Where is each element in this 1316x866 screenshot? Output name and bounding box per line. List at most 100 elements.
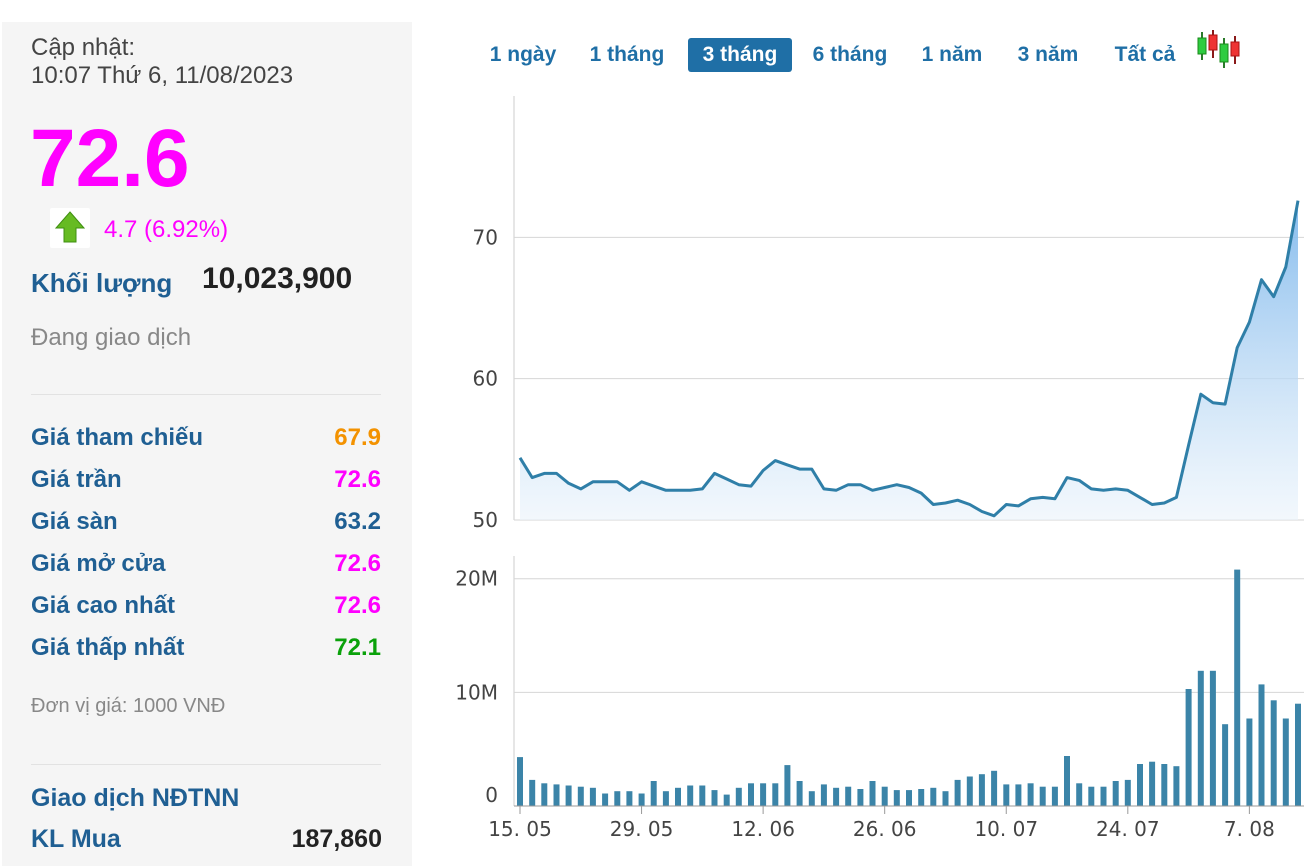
volume-bar [1173,766,1180,806]
tab-6-months[interactable]: 6 tháng [812,43,888,66]
stat-row-ceiling: Giá trần 72.6 [31,466,381,500]
tab-1-day[interactable]: 1 ngày [489,43,557,66]
tab-all[interactable]: Tất cả [1114,43,1176,66]
volume-bar [1100,786,1107,806]
tab-1-month[interactable]: 1 tháng [589,43,665,66]
volume-bar [1149,761,1156,806]
stat-value: 72.6 [334,550,381,577]
volume-bar [881,786,888,806]
foreign-buy-label: KL Mua [31,825,121,853]
stat-value: 63.2 [334,508,381,535]
stat-label: Giá thấp nhất [31,634,185,661]
volume-bar [893,790,900,806]
volume-bar [662,791,669,806]
volume-bar [918,789,925,806]
volume-bar [991,770,998,806]
volume-bar [626,791,633,806]
volume-bar [711,790,718,806]
price-axis-labels: 50 60 70 [473,225,498,532]
stat-value: 72.1 [334,634,381,661]
x-tick-label: 15. 05 [488,817,552,841]
volume-bars [517,569,1301,806]
volume-bar [541,783,548,806]
volume-bar [517,757,523,806]
tab-3-months[interactable]: 3 tháng [688,38,792,72]
volume-bar [942,791,949,806]
volume-bar [638,793,645,806]
volume-bar [1039,786,1046,806]
volume-bar [1258,684,1265,806]
foreign-trading-title: Giao dịch NĐTNN [31,784,240,812]
volume-bar [772,783,779,806]
volume-bar [529,779,536,806]
stat-label: Giá cao nhất [31,592,176,619]
volume-bar [577,786,584,806]
volume-bar [1076,783,1083,806]
volume-bar [614,791,621,806]
trading-status: Đang giao dịch [31,324,192,351]
volume-bar [1051,786,1058,806]
volume-bar [820,784,827,806]
x-tick-label: 26. 06 [853,817,917,841]
volume-bar [1295,703,1301,806]
volume-bar [1282,718,1289,806]
volume-bar [1003,784,1010,806]
update-time: 10:07 Thứ 6, 11/08/2023 [31,62,294,89]
foreign-buy-value: 187,860 [291,825,382,853]
x-tick-label: 12. 06 [731,817,795,841]
volume-bar [723,794,730,806]
volume-bar [954,779,961,806]
volume-label: Khối lượng [31,268,173,298]
price-tick-label: 70 [473,225,498,249]
volume-bar [784,765,791,806]
current-price: 72.6 [30,113,190,204]
x-tick-label: 29. 05 [610,817,674,841]
volume-bar [1246,718,1253,806]
tab-1-year[interactable]: 1 năm [921,43,983,66]
volume-bar [833,787,840,806]
volume-bar [869,781,876,806]
volume-bar [1124,779,1131,806]
volume-bar [1270,700,1277,806]
stat-label: Giá mở cửa [31,550,166,577]
volume-axis-labels: 0 10M 20M [455,567,498,807]
volume-bar [1185,689,1192,806]
stat-label: Giá tham chiếu [31,424,204,451]
volume-bar [857,789,864,806]
volume-bar [1209,670,1216,806]
volume-bar [650,781,657,806]
volume-bar [966,776,973,806]
volume-bar [589,787,596,806]
stat-row-low: Giá thấp nhất 72.1 [31,634,381,668]
volume-bar [687,785,694,806]
volume-tick-label: 20M [455,567,498,591]
stat-value: 72.6 [334,466,381,493]
volume-bar [1015,784,1022,806]
x-tick-label: 10. 07 [974,817,1038,841]
volume-bar [978,774,985,806]
volume-tick-label: 0 [485,783,498,807]
volume-value: 10,023,900 [202,262,353,295]
divider [31,764,381,765]
volume-bar [1112,781,1119,806]
volume-gridlines [513,556,1304,807]
x-axis: 15. 05 29. 05 12. 06 26. 06 10. 07 24. 07 7. 0… [488,805,1304,841]
volume-bar [602,793,609,806]
stat-label: Giá trần [31,466,122,493]
stat-label: Giá sàn [31,508,118,535]
volume-bar [1137,764,1143,806]
stat-row-floor: Giá sàn 63.2 [31,508,381,542]
arrow-up-icon [50,208,90,248]
volume-bar [675,787,681,806]
candlestick-icon[interactable] [1194,30,1240,70]
price-line [518,200,1300,518]
price-unit-note: Đơn vị giá: 1000 VNĐ [31,695,226,717]
volume-bar [906,790,912,806]
price-change: 4.7 (6.92%) [104,216,229,243]
volume-bar [1222,724,1229,806]
quote-panel [2,22,412,866]
volume-bar [760,783,767,806]
tab-3-years[interactable]: 3 năm [1017,43,1079,66]
volume-bar [930,787,937,806]
volume-bar [735,787,742,806]
